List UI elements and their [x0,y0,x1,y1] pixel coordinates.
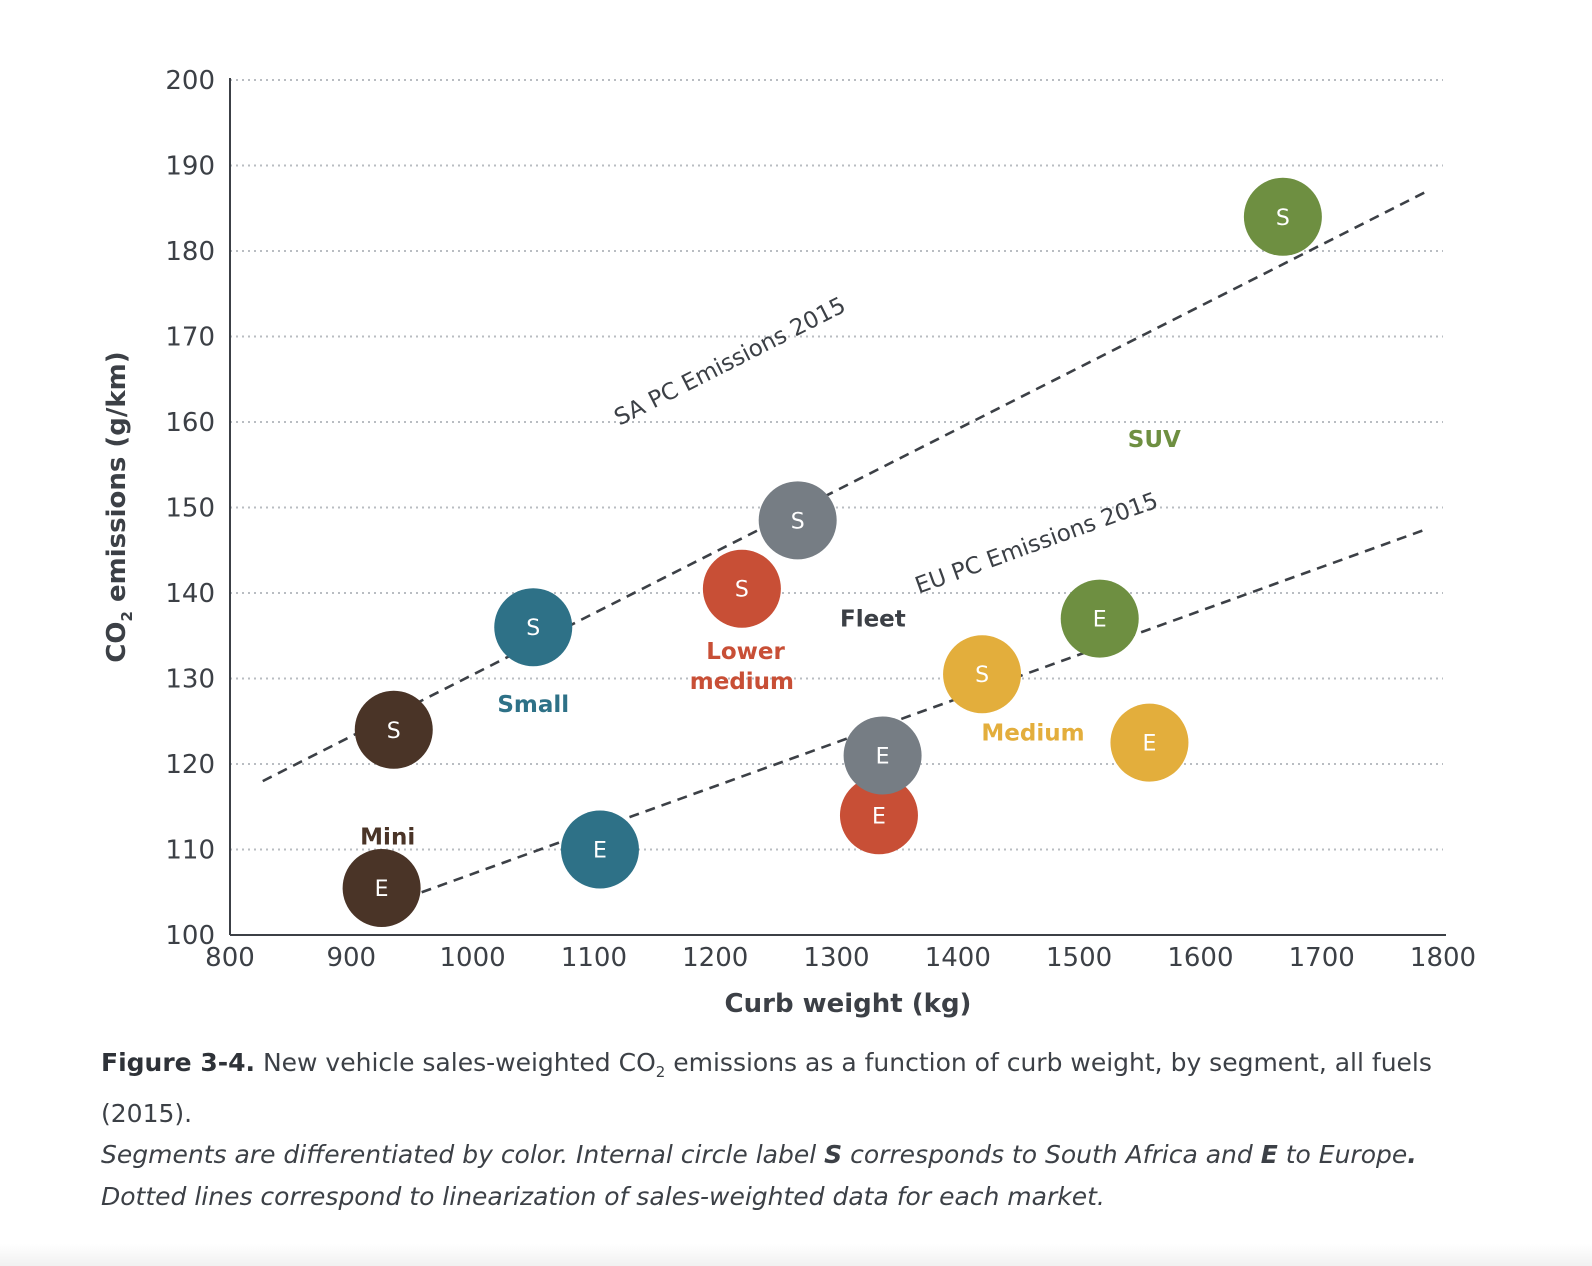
trendline-sa [262,189,1428,783]
y-tick-160: 160 [165,408,215,438]
segment-label-mini: Mini [360,825,415,851]
x-tick-labels: 800 900 1000 1100 1200 1300 1400 1500 1600 1700 18… [205,943,1476,973]
y-tick-180: 180 [165,237,215,267]
page-bottom-strip [0,1244,1592,1266]
axes [229,78,1446,936]
segment-label-fleet: Fleet [840,607,906,633]
point-label-small-e: E [593,839,607,864]
point-label-mini-e: E [375,877,389,902]
y-tick-100: 100 [165,921,215,951]
figure-label: Figure 3-4. [101,1048,255,1077]
x-tick-1300: 1300 [803,943,869,973]
segment-label-small: Small [497,692,569,718]
point-small-e [560,810,639,889]
x-tick-1500: 1500 [1046,943,1112,973]
trendlines: SA PC Emissions 2015 EU PC Emissions 2015 [262,189,1428,894]
y-axis-title: CO2 emissions (g/km) [102,351,136,662]
data-points: S E S E S E S E S E S E [342,177,1322,927]
point-label-lower-medium-e: E [872,804,886,829]
scatter-chart: 100 110 120 130 140 150 160 170 180 190 200 800 900… [102,66,1476,1019]
segment-label-medium: medium [690,669,794,695]
point-medium-s [943,635,1022,714]
point-small-s [494,588,573,667]
figure-caption: Figure 3-4. New vehicle sales-weighted C… [101,1048,1432,1128]
grid-lines [230,79,1443,851]
x-tick-1800: 1800 [1410,943,1476,973]
y-tick-140: 140 [165,579,215,609]
segment-labels: Mini Small Lower medium Fleet Medium SUV [360,427,1181,851]
point-label-lower-medium-s: S [735,578,749,603]
y-tick-130: 130 [165,665,215,695]
y-tick-110: 110 [165,836,215,866]
point-lower-medium-e [839,776,918,855]
y-tick-120: 120 [165,750,215,780]
y-tick-170: 170 [165,323,215,353]
point-label-mini-s: S [387,719,401,744]
y-tick-labels: 100 110 120 130 140 150 160 170 180 190 200 [165,66,215,951]
point-suv-s [1243,177,1322,256]
x-tick-1700: 1700 [1289,943,1355,973]
segment-label-suv: SUV [1128,427,1181,453]
x-axis-title: Curb weight (kg) [725,989,972,1019]
x-tick-1000: 1000 [440,943,506,973]
x-tick-1600: 1600 [1167,943,1233,973]
point-label-small-s: S [526,616,540,641]
y-tick-200: 200 [165,66,215,96]
x-tick-1100: 1100 [561,943,627,973]
x-tick-900: 900 [326,943,376,973]
point-fleet-e [843,716,922,795]
point-mini-s [354,690,433,769]
trendline-label-sa: SA PC Emissions 2015 [610,293,850,432]
point-label-medium-e: E [1143,732,1157,757]
point-suv-e [1060,579,1139,658]
point-label-medium-s: S [975,663,989,688]
segment-label-lower: Lower [706,639,785,665]
x-tick-800: 800 [205,943,255,973]
trendline-label-eu: EU PC Emissions 2015 [912,488,1162,599]
y-tick-150: 150 [165,494,215,524]
point-mini-e [342,848,421,927]
point-label-suv-e: E [1093,608,1107,633]
figure-note: Segments are differentiated by color. In… [101,1140,1417,1211]
point-label-fleet-s: S [791,509,805,534]
point-fleet-s [758,481,837,560]
point-medium-e [1110,703,1189,782]
segment-label-medium: Medium [981,720,1084,746]
x-tick-1400: 1400 [925,943,991,973]
point-label-fleet-e: E [876,744,890,769]
point-lower-medium-s [702,549,781,628]
x-tick-1200: 1200 [682,943,748,973]
point-label-suv-s: S [1276,206,1290,231]
y-tick-190: 190 [165,152,215,182]
